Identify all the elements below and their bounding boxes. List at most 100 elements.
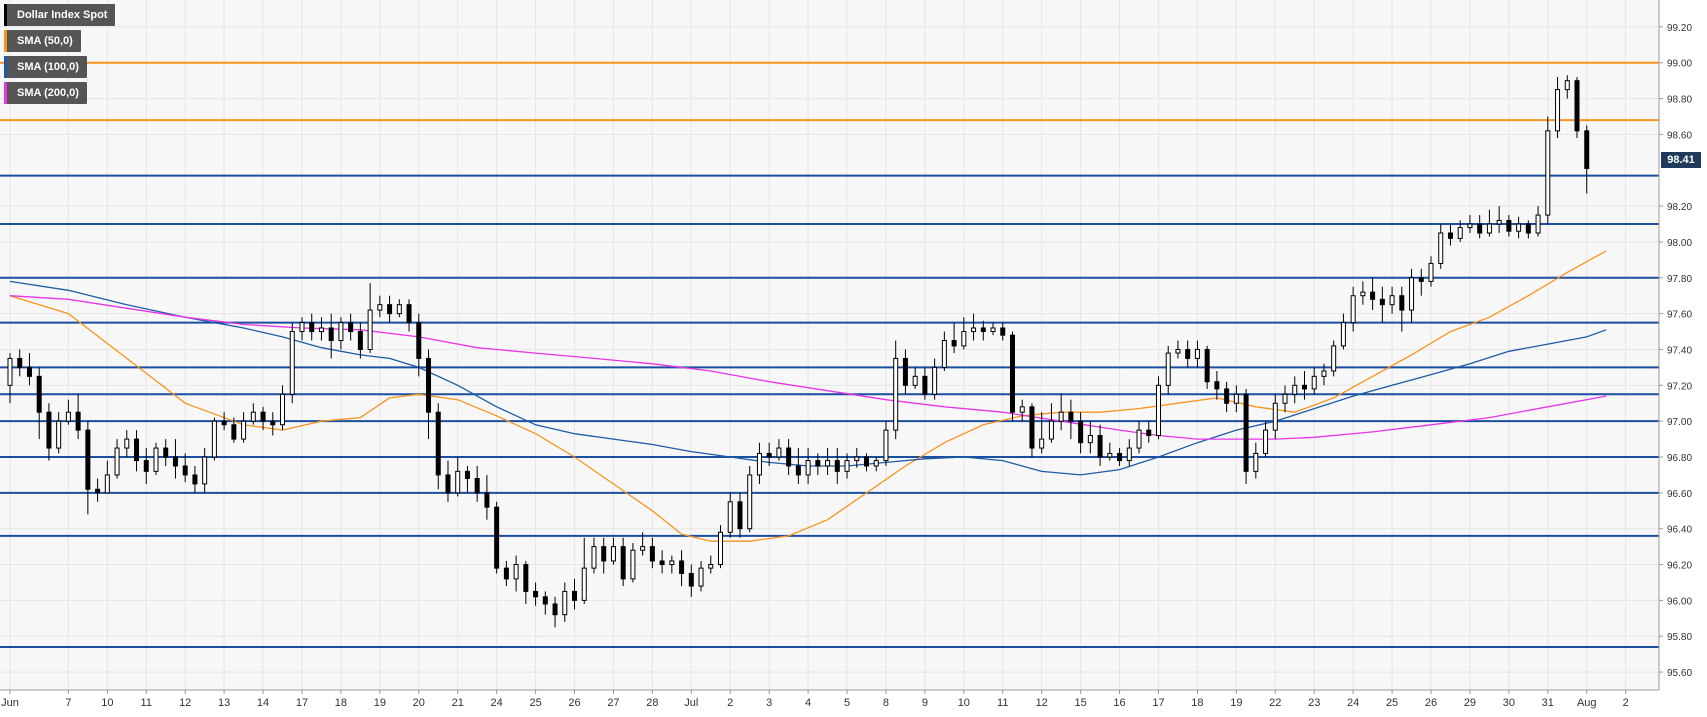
candle-bullish — [1438, 232, 1444, 264]
y-tick-label: 98.00 — [1667, 238, 1692, 249]
candle-bullish — [727, 501, 733, 533]
legend-item-sma-50[interactable]: SMA (50,0) — [4, 30, 81, 52]
candle-bullish — [932, 366, 938, 395]
candle-bearish — [523, 564, 529, 592]
candle-bullish — [1350, 295, 1356, 324]
candle-bullish — [844, 460, 850, 472]
candle-bullish — [202, 456, 208, 485]
x-tick-label: 29 — [1464, 697, 1476, 709]
candle-bearish — [46, 411, 52, 449]
candle-bearish — [1097, 435, 1103, 458]
legend-item-sma-200[interactable]: SMA (200,0) — [4, 82, 87, 104]
x-tick-label: 5 — [844, 697, 850, 709]
x-tick-label: 18 — [1191, 697, 1203, 709]
candle-bullish — [1253, 452, 1259, 472]
candle-bearish — [309, 322, 315, 333]
x-tick-label: 3 — [766, 697, 772, 709]
legend-label-sma-50: SMA (50,0) — [17, 35, 73, 47]
y-tick-label: 98.60 — [1667, 130, 1692, 141]
candle-bullish — [1428, 262, 1434, 282]
y-tick-label: 96.20 — [1667, 561, 1692, 572]
candle-bearish — [182, 465, 188, 476]
legend-swatch-sma-50 — [4, 30, 7, 52]
candle-bearish — [1477, 223, 1483, 234]
candle-bullish — [7, 357, 13, 386]
candle-bullish — [971, 327, 977, 333]
candle-bearish — [357, 331, 363, 350]
horizontal-levels — [0, 61, 1659, 648]
x-tick-label: 17 — [1152, 697, 1164, 709]
candle-bullish — [1457, 227, 1463, 239]
candle-bearish — [834, 460, 840, 472]
candle-bullish — [250, 411, 256, 422]
x-tick-label: 11 — [997, 697, 1008, 709]
y-tick-label: 99.20 — [1667, 23, 1692, 34]
candle-bearish — [679, 560, 685, 575]
candle-bearish — [75, 411, 81, 431]
candle-bullish — [1136, 429, 1142, 449]
legend-label-instrument: Dollar Index Spot — [17, 9, 108, 21]
candle-bullish — [104, 474, 110, 494]
candle-bullish — [114, 447, 120, 476]
candle-bearish — [980, 327, 986, 333]
candles — [7, 75, 1590, 628]
candle-bearish — [95, 488, 101, 494]
x-tick-label: 26 — [568, 697, 580, 709]
candle-bullish — [873, 460, 879, 467]
candle-bullish — [455, 470, 461, 494]
candle-bullish — [591, 546, 597, 569]
legend-item-sma-100[interactable]: SMA (100,0) — [4, 56, 87, 78]
x-tick-label: 19 — [1230, 697, 1242, 709]
candle-bearish — [766, 452, 772, 458]
candle-bullish — [1233, 393, 1239, 404]
x-tick-label: 21 — [452, 697, 464, 709]
candle-bearish — [503, 567, 509, 580]
candle-bearish — [387, 304, 393, 315]
x-tick-label: 15 — [1074, 697, 1086, 709]
legend-label-sma-100: SMA (100,0) — [17, 61, 79, 73]
x-tick-label: 11 — [141, 697, 152, 709]
x-tick-label: 25 — [529, 697, 541, 709]
x-tick-label: 12 — [179, 697, 191, 709]
candle-bearish — [348, 322, 354, 333]
candle-bearish — [26, 366, 32, 377]
candle-bearish — [922, 375, 928, 395]
candle-bullish — [883, 429, 889, 462]
x-tick-label: 27 — [607, 697, 619, 709]
y-tick-label: 99.00 — [1667, 59, 1692, 70]
candle-bullish — [1058, 411, 1064, 422]
candle-bullish — [1165, 352, 1171, 386]
candle-bearish — [737, 501, 743, 530]
candle-bullish — [1282, 393, 1288, 404]
candle-bearish — [1525, 223, 1531, 234]
candle-bullish — [805, 460, 811, 476]
candle-bearish — [1204, 348, 1210, 383]
candle-bearish — [85, 429, 91, 490]
candle-bearish — [1146, 429, 1152, 437]
x-tick-label: 14 — [257, 697, 269, 709]
candle-bullish — [377, 304, 383, 311]
candle-bullish — [396, 304, 402, 315]
y-tick-label: 96.60 — [1667, 489, 1692, 500]
y-tick-label: 97.40 — [1667, 345, 1692, 356]
candle-bullish — [318, 327, 324, 333]
x-tick-label: 30 — [1503, 697, 1515, 709]
candle-bearish — [795, 465, 801, 476]
legend-item-instrument[interactable]: Dollar Index Spot — [4, 4, 116, 26]
x-tick-label: 28 — [646, 697, 658, 709]
y-tick-label: 97.20 — [1667, 381, 1692, 392]
x-tick-label: 8 — [883, 697, 889, 709]
x-tick-label: 23 — [1308, 697, 1320, 709]
candle-bearish — [134, 438, 140, 462]
candle-bullish — [367, 309, 373, 350]
candle-bullish — [1555, 89, 1561, 132]
candle-bearish — [416, 322, 422, 359]
candle-bullish — [854, 456, 860, 462]
candle-bullish — [1019, 406, 1025, 413]
candle-bullish — [610, 546, 616, 562]
candle-bullish — [1087, 435, 1093, 444]
candle-bullish — [1340, 322, 1346, 347]
candle-bearish — [1224, 388, 1230, 404]
candle-bearish — [659, 560, 665, 566]
